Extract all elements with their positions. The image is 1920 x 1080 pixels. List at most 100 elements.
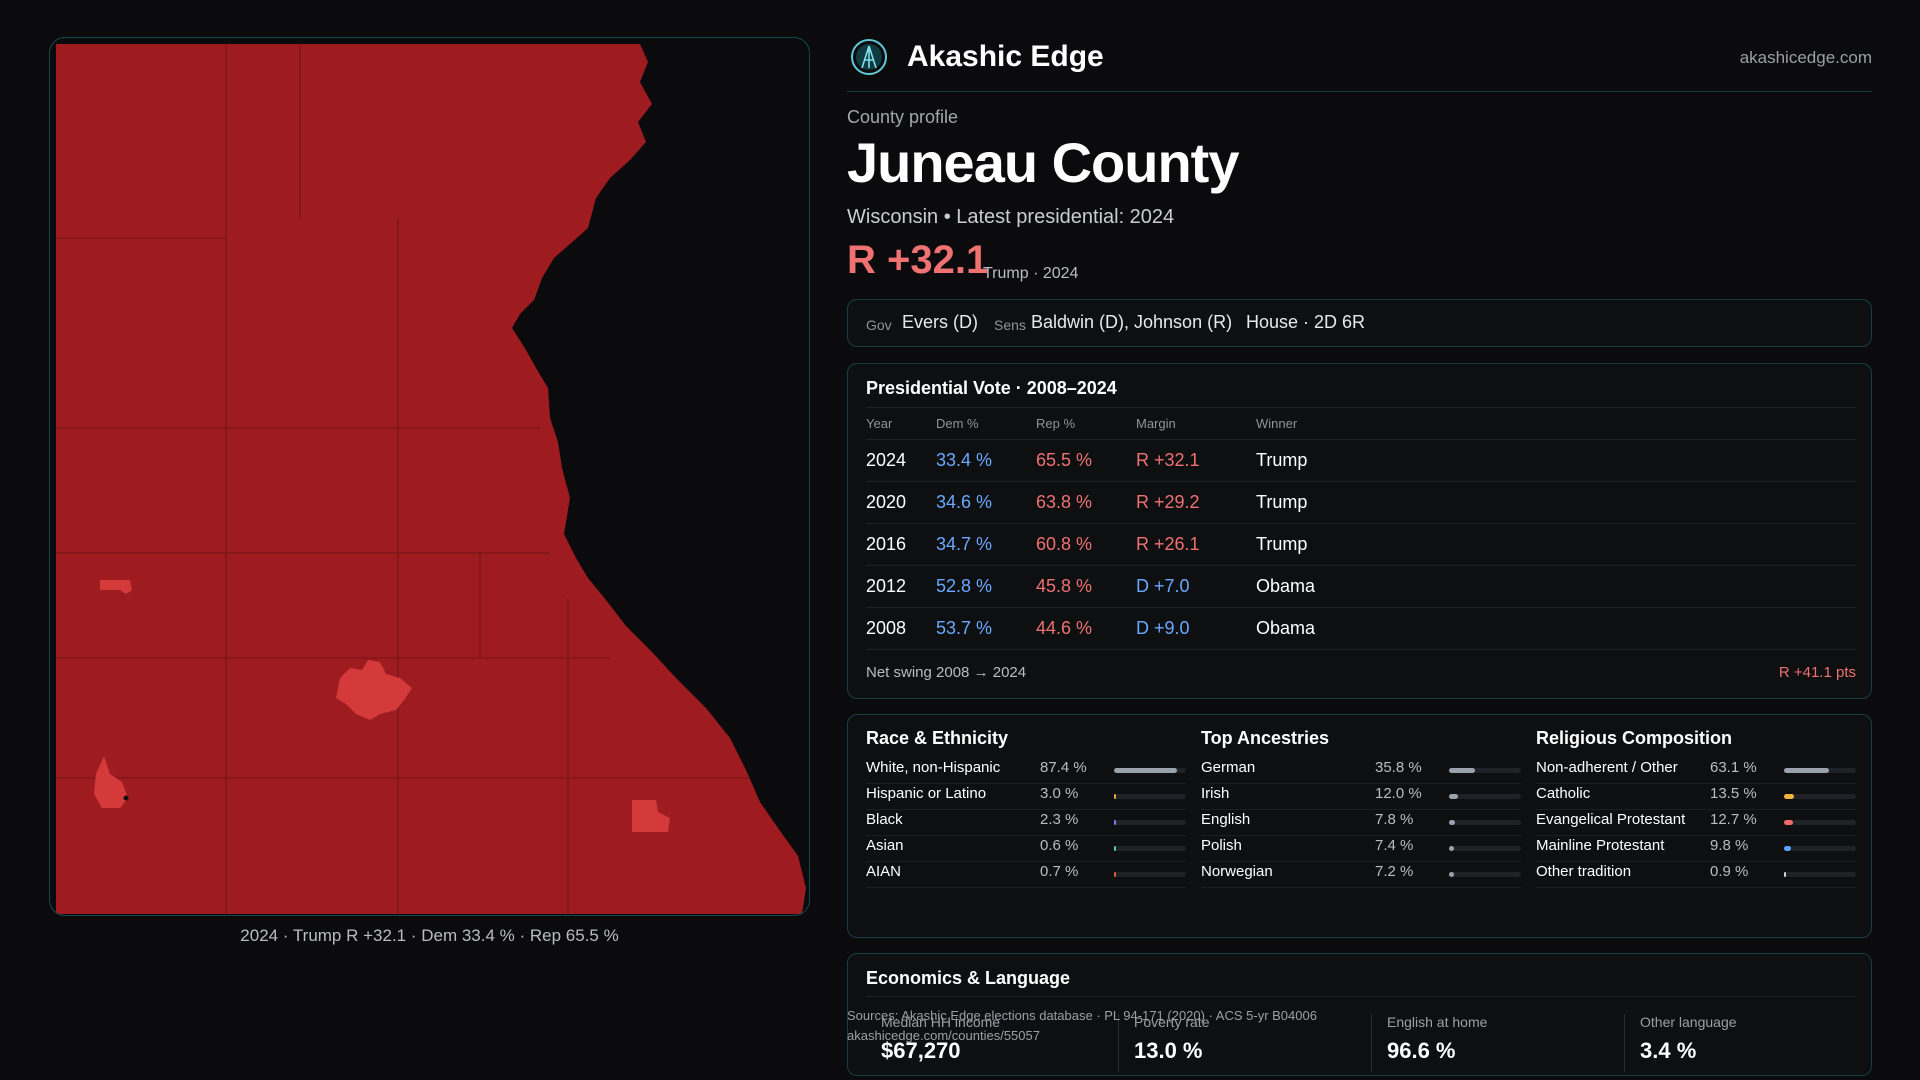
bar-fill	[1449, 768, 1475, 773]
stat-label: English at home	[1387, 1014, 1488, 1030]
list-item[interactable]: Non-adherent / Other 63.1 %	[1536, 759, 1856, 784]
bar-fill	[1114, 794, 1117, 799]
senators-value[interactable]: Baldwin (D), Johnson (R)	[1031, 312, 1233, 332]
list-item[interactable]: Evangelical Protestant 12.7 %	[1536, 811, 1856, 836]
list-item[interactable]: Polish 7.4 %	[1201, 837, 1521, 862]
item-name: Hispanic or Latino	[866, 785, 987, 802]
brand-header: Akashic Edge akashicedge.com	[847, 38, 1872, 78]
stat-value: 3.4 %	[1640, 1038, 1697, 1063]
bar-track	[1449, 768, 1521, 773]
net-swing-row: Net swing 2008 → 2024 R +41.1 pts	[866, 664, 1856, 681]
stat-divider	[1624, 1014, 1625, 1072]
township-lines	[56, 44, 750, 914]
map-caption: 2024 · Trump R +32.1 · Dem 33.4 % · Rep …	[240, 926, 619, 945]
margin-cell: D +7.0	[1136, 565, 1256, 608]
list-item[interactable]: Catholic 13.5 %	[1536, 785, 1856, 810]
table-row[interactable]: 2024 33.4 % 65.5 % R +32.1 Trump	[866, 439, 1856, 482]
county-map[interactable]	[49, 37, 810, 916]
dem-pct-cell: 34.7 %	[936, 523, 1036, 566]
stat-median-income: Median HH income $67,270	[881, 1014, 1121, 1064]
winner-cell: Obama	[1256, 607, 1856, 650]
list-item[interactable]: Mainline Protestant 9.8 %	[1536, 837, 1856, 862]
brand-url[interactable]: akashicedge.com	[1739, 48, 1872, 67]
item-name: Non-adherent / Other	[1536, 759, 1678, 776]
bar-track	[1784, 872, 1856, 877]
item-name: German	[1201, 759, 1256, 776]
dem-pct-cell: 33.4 %	[936, 439, 1036, 482]
county-map-svg	[56, 44, 806, 914]
presidential-vote-card: Presidential Vote · 2008–2024 Year Dem %…	[847, 363, 1872, 699]
page-subtitle: Wisconsin • Latest presidential: 2024	[847, 206, 1175, 228]
list-item[interactable]: English 7.8 %	[1201, 811, 1521, 836]
item-pct: 2.3 %	[1040, 811, 1079, 828]
house-delegation[interactable]: House · 2D 6R	[1246, 312, 1366, 332]
row-divider	[1536, 861, 1856, 862]
stat-label: Median HH income	[881, 1014, 1001, 1030]
row-divider	[1201, 861, 1521, 862]
row-divider	[1201, 783, 1521, 784]
stat-value: 96.6 %	[1387, 1038, 1456, 1063]
town-mauston[interactable]	[336, 660, 412, 720]
list-item[interactable]: Irish 12.0 %	[1201, 785, 1521, 810]
margin-cell: R +26.1	[1136, 523, 1256, 566]
year-cell: 2016	[866, 523, 936, 566]
row-divider	[1201, 809, 1521, 810]
net-swing-value: R +41.1 pts	[1778, 664, 1856, 681]
table-row[interactable]: 2016 34.7 % 60.8 % R +26.1 Trump	[866, 523, 1856, 566]
year-cell: 2012	[866, 565, 936, 608]
demographics-card: Race & Ethnicity White, non-Hispanic 87.4…	[847, 714, 1872, 938]
margin-cell: R +29.2	[1136, 481, 1256, 524]
bar-fill	[1784, 794, 1794, 799]
rep-pct-cell: 44.6 %	[1036, 607, 1136, 650]
list-item[interactable]: German 35.8 %	[1201, 759, 1521, 784]
bar-track	[1114, 872, 1186, 877]
table-header-row: Year Dem % Rep % Margin Winner	[866, 407, 1856, 440]
list-item[interactable]: AIAN 0.7 %	[866, 863, 1186, 888]
sources-url[interactable]: akashicedge.com/counties/55057	[847, 1028, 1040, 1043]
net-swing-label: Net swing 2008 → 2024	[866, 664, 1027, 681]
row-divider	[866, 835, 1186, 836]
table-row[interactable]: 2020 34.6 % 63.8 % R +29.2 Trump	[866, 481, 1856, 524]
bar-fill	[1449, 872, 1455, 877]
county-shape[interactable]	[56, 44, 806, 914]
item-pct: 0.7 %	[1040, 863, 1079, 880]
row-divider	[866, 783, 1186, 784]
item-name: Norwegian	[1201, 863, 1273, 880]
town-new-lisbon[interactable]	[100, 580, 132, 594]
bar-track	[1784, 820, 1856, 825]
list-item[interactable]: Black 2.3 %	[866, 811, 1186, 836]
list-item[interactable]: Hispanic or Latino 3.0 %	[866, 785, 1186, 810]
table-row[interactable]: 2008 53.7 % 44.6 % D +9.0 Obama	[866, 607, 1856, 650]
town-elroy[interactable]	[94, 756, 128, 808]
item-pct: 9.8 %	[1710, 837, 1749, 854]
winner-cell: Trump	[1256, 523, 1856, 566]
economics-language-card: Economics & Language Median HH income $6…	[847, 953, 1872, 1076]
bar-track	[1449, 846, 1521, 851]
list-item[interactable]: White, non-Hispanic 87.4 %	[866, 759, 1186, 784]
bar-fill	[1784, 872, 1786, 877]
margin-cell: D +9.0	[1136, 607, 1256, 650]
county-profile-panel: Akashic Edge akashicedge.com County prof…	[847, 0, 1872, 1080]
bar-fill	[1784, 820, 1794, 825]
list-item[interactable]: Other tradition 0.9 %	[1536, 863, 1856, 888]
margin-cell: R +32.1	[1136, 439, 1256, 482]
item-name: English	[1201, 811, 1251, 828]
race-ethnicity-title: Race & Ethnicity	[866, 728, 1009, 748]
item-pct: 7.8 %	[1375, 811, 1414, 828]
governor-value[interactable]: Evers (D)	[902, 312, 978, 332]
presidential-vote-table: Year Dem % Rep % Margin Winner 2024 33.4 …	[866, 407, 1856, 650]
bar-track	[1784, 794, 1856, 799]
stat-value: $67,270	[881, 1038, 961, 1063]
item-name: Mainline Protestant	[1536, 837, 1665, 854]
dem-pct-cell: 34.6 %	[936, 481, 1036, 524]
table-row[interactable]: 2012 52.8 % 45.8 % D +7.0 Obama	[866, 565, 1856, 608]
header-divider	[847, 91, 1872, 92]
bar-track	[1114, 820, 1186, 825]
item-name: Evangelical Protestant	[1536, 811, 1686, 828]
list-item[interactable]: Asian 0.6 %	[866, 837, 1186, 862]
bar-track	[1784, 768, 1856, 773]
bar-fill	[1114, 846, 1116, 851]
rep-pct-cell: 60.8 %	[1036, 523, 1136, 566]
town-lyndon-station[interactable]	[632, 800, 670, 832]
list-item[interactable]: Norwegian 7.2 %	[1201, 863, 1521, 888]
